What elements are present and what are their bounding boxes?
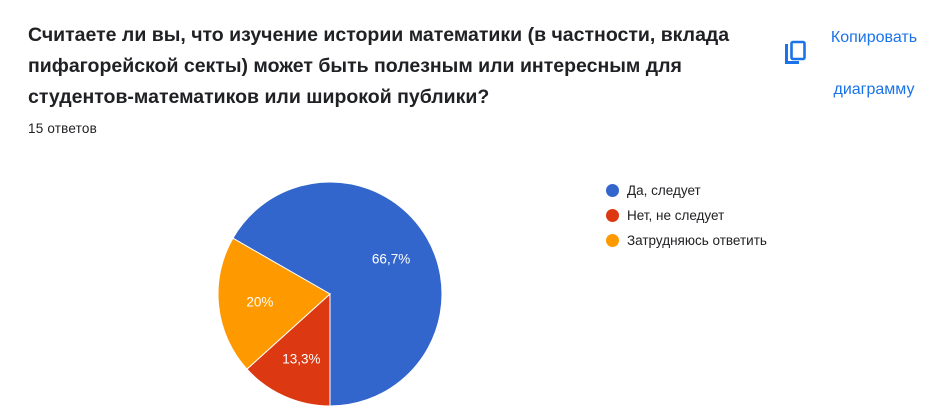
legend-label: Затрудняюсь ответить (627, 233, 767, 248)
chart-legend: Да, следует Нет, не следует Затрудняюсь от… (606, 178, 767, 253)
legend-dot-icon (606, 184, 619, 197)
legend-item-0[interactable]: Да, следует (606, 178, 767, 203)
legend-dot-icon (606, 209, 619, 222)
pie-slice-2[interactable] (217, 237, 331, 370)
question-title: Считаете ли вы, что изучение истории мат… (28, 24, 730, 108)
slice-label-2: 20% (246, 295, 273, 310)
slice-label-0: 66,7% (372, 252, 410, 267)
slice-label-1: 13,3% (282, 351, 320, 366)
legend-label: Нет, не следует (627, 208, 725, 223)
legend-item-1[interactable]: Нет, не следует (606, 203, 767, 228)
pie-slice-0[interactable] (232, 181, 443, 407)
legend-label: Да, следует (627, 183, 701, 198)
copy-icon[interactable] (784, 40, 808, 68)
pie-slice-1[interactable] (246, 292, 331, 407)
legend-dot-icon (606, 234, 619, 247)
legend-item-2[interactable]: Затрудняюсь ответить (606, 228, 767, 253)
copy-chart-button[interactable]: Копировать диаграмму (830, 29, 918, 98)
response-count: 15 ответов (28, 121, 97, 136)
